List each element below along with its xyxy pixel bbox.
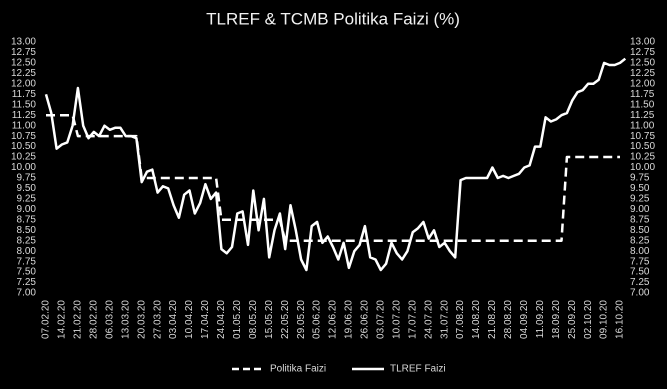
x-tick-label: 16.10.20 (615, 300, 626, 339)
y-tick-label: 8.25 (17, 235, 37, 246)
x-tick-label: 15.05.20 (264, 300, 275, 339)
y2-tick-label: 10.75 (630, 131, 655, 142)
x-tick-label: 01.05.20 (232, 300, 243, 339)
legend-label: TLREF Faizi (390, 364, 446, 375)
y2-tick-label: 13.00 (630, 37, 655, 48)
y-tick-label: 11.75 (12, 89, 37, 100)
y-tick-label: 12.00 (11, 78, 36, 89)
y-tick-label: 11.00 (12, 120, 37, 131)
y2-tick-label: 12.00 (630, 78, 655, 89)
y-tick-label: 10.50 (11, 141, 36, 152)
y2-tick-label: 10.50 (630, 141, 655, 152)
y2-tick-label: 7.00 (630, 288, 650, 299)
y2-tick-label: 7.25 (630, 277, 650, 288)
x-tick-label: 21.08.20 (487, 300, 498, 339)
y2-tick-label: 12.75 (630, 47, 655, 58)
y2-tick-label: 8.50 (630, 225, 650, 236)
x-tick-label: 25.09.20 (567, 300, 578, 339)
x-tick-label: 08.05.20 (248, 300, 259, 339)
y2-tick-label: 8.00 (630, 246, 650, 257)
y2-tick-label: 8.25 (630, 235, 650, 246)
legend-label: Politika Faizi (270, 364, 326, 375)
y-tick-label: 10.00 (11, 162, 36, 173)
y2-tick-label: 9.75 (630, 173, 650, 184)
y2-tick-label: 9.25 (630, 194, 650, 205)
x-tick-label: 05.06.20 (312, 300, 323, 339)
x-tick-label: 10.07.20 (391, 300, 402, 339)
y-tick-label: 9.50 (17, 183, 37, 194)
y-tick-label: 12.75 (11, 47, 36, 58)
x-tick-label: 14.02.20 (57, 300, 68, 339)
y-tick-label: 13.00 (11, 37, 36, 48)
x-tick-label: 28.02.20 (88, 300, 99, 339)
y2-tick-label: 7.50 (630, 267, 650, 278)
y2-tick-label: 11.75 (630, 89, 655, 100)
y2-tick-label: 11.50 (630, 99, 655, 110)
x-tick-label: 31.07.20 (439, 300, 450, 339)
x-tick-label: 27.03.20 (152, 300, 163, 339)
y2-tick-label: 11.00 (630, 120, 655, 131)
x-tick-label: 29.05.20 (296, 300, 307, 339)
x-tick-label: 12.06.20 (328, 300, 339, 339)
y-tick-label: 7.50 (17, 267, 37, 278)
x-tick-label: 20.03.20 (136, 300, 147, 339)
x-tick-label: 11.09.20 (535, 300, 546, 339)
chart-title: TLREF & TCMB Politika Faizi (%) (206, 9, 460, 28)
y2-tick-label: 9.50 (630, 183, 650, 194)
x-tick-label: 04.09.20 (519, 300, 530, 339)
line-series (44, 57, 627, 272)
y-tick-label: 7.00 (17, 288, 37, 299)
y-tick-label: 7.25 (17, 277, 37, 288)
y-tick-label: 9.00 (17, 204, 37, 215)
x-tick-label: 13.03.20 (120, 300, 131, 339)
x-tick-label: 24.04.20 (216, 300, 227, 339)
x-tick-label: 28.08.20 (503, 300, 514, 339)
y2-tick-label: 7.75 (630, 256, 650, 267)
x-tick-label: 03.07.20 (375, 300, 386, 339)
x-tick-label: 21.02.20 (73, 300, 84, 339)
x-tick-label: 14.08.20 (471, 300, 482, 339)
y-tick-label: 10.75 (11, 131, 36, 142)
y-tick-label: 12.50 (11, 58, 36, 69)
y2-tick-label: 9.00 (630, 204, 650, 215)
y2-tick-label: 12.25 (630, 68, 655, 79)
y2-tick-label: 11.25 (630, 110, 655, 121)
y-tick-label: 10.25 (11, 152, 36, 163)
x-tick-label: 24.07.20 (423, 300, 434, 339)
x-tick-label: 07.02.20 (41, 300, 52, 339)
x-tick-label: 19.06.20 (344, 300, 355, 339)
x-tick-label: 17.07.20 (407, 300, 418, 339)
y-tick-label: 9.25 (17, 194, 37, 205)
line-series (46, 113, 620, 242)
x-tick-label: 02.10.20 (583, 300, 594, 339)
y-tick-label: 11.50 (12, 99, 37, 110)
y-tick-label: 9.75 (17, 173, 37, 184)
y-tick-label: 8.75 (17, 214, 37, 225)
y2-tick-label: 12.50 (630, 58, 655, 69)
x-tick-label: 07.08.20 (455, 300, 466, 339)
x-tick-label: 06.03.20 (104, 300, 115, 339)
x-tick-label: 22.05.20 (280, 300, 291, 339)
y2-tick-label: 10.00 (630, 162, 655, 173)
y-tick-label: 7.75 (17, 256, 37, 267)
y2-tick-label: 10.25 (630, 152, 655, 163)
y-tick-label: 8.00 (17, 246, 37, 257)
x-tick-label: 18.09.20 (551, 300, 562, 339)
y-tick-label: 8.50 (17, 225, 37, 236)
x-tick-label: 09.10.20 (599, 300, 610, 339)
y-tick-label: 11.25 (12, 110, 37, 121)
x-tick-label: 03.04.20 (168, 300, 179, 339)
y2-tick-label: 8.75 (630, 214, 650, 225)
y-tick-label: 12.25 (11, 68, 36, 79)
x-tick-label: 17.04.20 (200, 300, 211, 339)
x-tick-label: 26.06.20 (360, 300, 371, 339)
x-tick-label: 10.04.20 (184, 300, 195, 339)
